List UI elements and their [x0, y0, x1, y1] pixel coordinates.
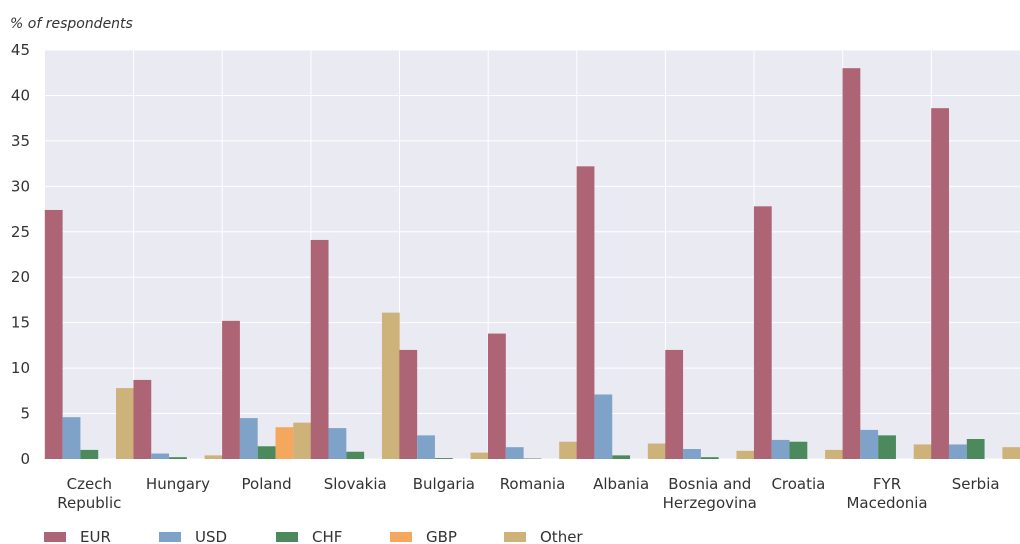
bar-usd-8: [771, 439, 790, 459]
bar-chf-1: [169, 457, 187, 459]
y-tick-label: 15: [11, 314, 30, 332]
x-category-label: Herzegovina: [663, 494, 757, 512]
y-tick-label: 25: [11, 223, 30, 241]
y-tick-label: 0: [20, 450, 30, 468]
bar-gbp-2: [275, 427, 294, 459]
plot-background: [45, 50, 1020, 459]
bar-usd-1: [151, 453, 170, 459]
bar-eur-9: [842, 68, 861, 459]
bar-eur-3: [310, 239, 329, 459]
bar-usd-10: [948, 444, 967, 459]
x-category-label: Bosnia and: [668, 475, 751, 493]
x-category-label: Romania: [500, 475, 566, 493]
bar-chf-10: [966, 439, 985, 459]
x-category-label: Bulgaria: [413, 475, 475, 493]
bar-eur-2: [222, 320, 240, 459]
bar-eur-5: [488, 333, 506, 459]
legend-label-eur: EUR: [80, 528, 111, 544]
bar-other-2: [293, 422, 312, 459]
bar-eur-10: [931, 108, 949, 460]
legend-label-other: Other: [540, 528, 583, 544]
x-category-label: Republic: [57, 494, 121, 512]
bar-usd-3: [328, 428, 347, 459]
bar-usd-0: [62, 417, 81, 459]
bar-other-9: [913, 444, 932, 459]
x-category-label: FYR: [873, 475, 901, 493]
legend-label-usd: USD: [195, 528, 227, 544]
bar-eur-4: [399, 349, 418, 459]
bar-other-0: [116, 388, 134, 459]
legend-swatch-other: [504, 532, 526, 542]
bar-chf-9: [878, 435, 896, 459]
bar-chf-8: [789, 441, 808, 459]
bar-other-4: [470, 452, 489, 459]
x-category-label: Czech: [67, 475, 112, 493]
bar-chf-7: [700, 457, 719, 459]
bar-eur-0: [44, 209, 63, 459]
legend-swatch-usd: [159, 532, 181, 542]
bar-usd-5: [505, 447, 524, 459]
bar-chf-6: [612, 455, 631, 459]
bar-chf-3: [346, 451, 365, 459]
x-category-label: Croatia: [771, 475, 825, 493]
legend-swatch-eur: [44, 532, 66, 542]
bar-other-10: [1002, 447, 1020, 459]
y-axis-ticks: 0 5 10 15 20 25 30 35 40 45: [11, 41, 30, 468]
bar-chf-0: [80, 449, 99, 459]
bar-eur-1: [133, 379, 152, 459]
x-category-label: Hungary: [146, 475, 210, 493]
bars: [44, 68, 1020, 460]
x-category-label: Albania: [593, 475, 649, 493]
legend-swatch-chf: [276, 532, 298, 542]
x-category-label: Serbia: [952, 475, 1000, 493]
bar-usd-2: [239, 418, 258, 459]
bar-usd-4: [417, 435, 435, 459]
x-category-label: Macedonia: [846, 494, 927, 512]
legend-label-gbp: GBP: [426, 528, 457, 544]
bar-other-3: [381, 312, 400, 459]
bar-eur-8: [753, 206, 772, 459]
bar-other-8: [825, 449, 843, 459]
y-tick-label: 35: [11, 132, 30, 150]
bar-other-6: [647, 443, 666, 459]
bar-usd-9: [860, 429, 879, 459]
y-tick-label: 45: [11, 41, 30, 59]
bar-eur-6: [576, 166, 595, 460]
bar-chf-2: [257, 446, 276, 459]
bar-usd-7: [683, 449, 701, 459]
bar-eur-7: [665, 349, 684, 459]
legend: EUR USD CHF GBP Other: [44, 528, 583, 544]
y-tick-label: 20: [11, 268, 30, 286]
y-tick-label: 10: [11, 359, 30, 377]
bar-other-5: [559, 441, 577, 459]
bar-chf-4: [434, 458, 453, 459]
y-tick-label: 30: [11, 177, 30, 195]
bar-other-7: [736, 450, 755, 459]
x-category-label: Slovakia: [324, 475, 387, 493]
x-category-label: Poland: [242, 475, 292, 493]
y-tick-label: 5: [20, 405, 30, 423]
y-axis-unit-label: % of respondents: [10, 16, 133, 32]
y-tick-label: 40: [11, 86, 30, 104]
bar-usd-6: [594, 394, 613, 459]
legend-swatch-gbp: [390, 532, 412, 542]
legend-label-chf: CHF: [312, 528, 342, 544]
bar-other-1: [204, 455, 223, 459]
